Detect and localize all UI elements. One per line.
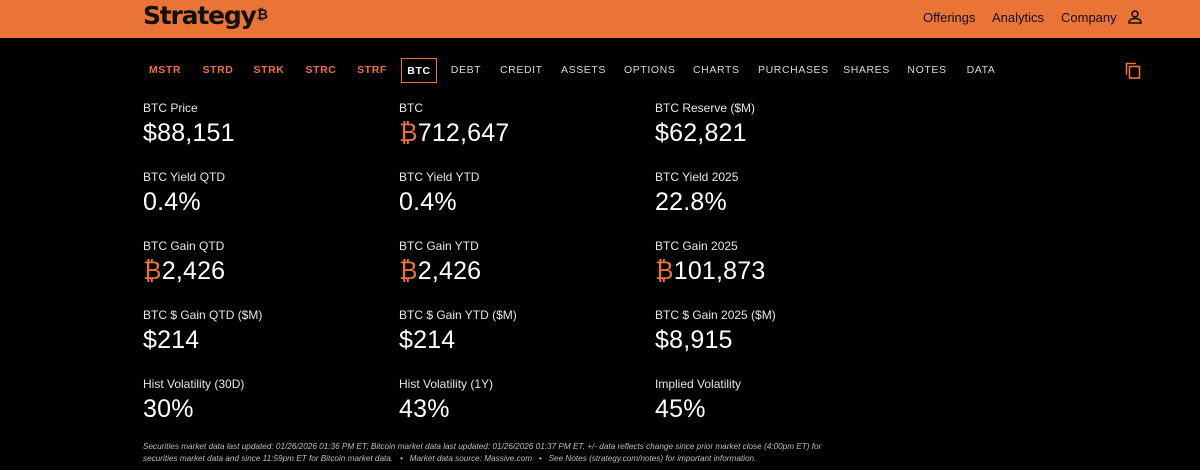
tab-strc[interactable]: STRC	[305, 64, 337, 76]
metric-label: BTC $ Gain QTD ($M)	[143, 308, 263, 322]
metric-value: 0.4%	[143, 187, 383, 217]
metric-value: 45%	[655, 394, 895, 424]
metric-number: $8,915	[655, 326, 733, 354]
tab-notes[interactable]: NOTES	[907, 64, 947, 76]
metric-number: 30%	[143, 395, 194, 423]
tab-strk[interactable]: STRK	[253, 64, 285, 76]
metric-label: BTC $ Gain 2025 ($M)	[655, 308, 776, 322]
tab-purchases[interactable]: PURCHASES	[758, 64, 829, 76]
section-tabs: MSTR STRD STRK STRC STRF BTC DEBT CREDIT…	[0, 58, 1200, 84]
metric-number: 2,426	[161, 257, 226, 285]
metric-implied-volatility: Implied Volatility 45%	[655, 377, 895, 424]
bitcoin-symbol: ₿	[655, 257, 674, 285]
metric-btc-gain-qtd: BTC Gain QTD ₿2,426	[143, 239, 383, 286]
metric-btc-yield-ytd: BTC Yield YTD 0.4%	[399, 170, 639, 217]
metric-btc-yield-qtd: BTC Yield QTD 0.4%	[143, 170, 383, 217]
metric-btc-gain-ytd: BTC Gain YTD ₿2,426	[399, 239, 639, 286]
metric-btc-holdings: BTC ₿712,647	[399, 101, 639, 148]
metric-number: $62,821	[655, 119, 747, 147]
footnote-line-1: Securities market data last updated: 01/…	[143, 442, 822, 451]
metric-value: 43%	[399, 394, 639, 424]
metric-btc-dollar-gain-qtd: BTC $ Gain QTD ($M) $214	[143, 308, 383, 355]
metric-value: $214	[143, 325, 383, 355]
metric-number: 712,647	[417, 119, 510, 147]
nav-analytics[interactable]: Analytics	[992, 10, 1045, 25]
metric-value: ₿712,647	[399, 118, 639, 148]
metric-value: ₿101,873	[655, 256, 895, 286]
metric-number: 2,426	[417, 257, 482, 285]
logo-text: Strategy	[143, 1, 257, 30]
metric-number: $214	[399, 326, 456, 354]
copy-icon[interactable]	[1125, 62, 1141, 79]
metric-value: $8,915	[655, 325, 895, 355]
strategy-logo[interactable]: Strategy₿	[143, 1, 268, 30]
tab-debt[interactable]: DEBT	[450, 64, 482, 76]
tab-charts[interactable]: CHARTS	[693, 64, 740, 76]
metric-number: 0.4%	[143, 188, 201, 216]
metric-btc-dollar-gain-2025: BTC $ Gain 2025 ($M) $8,915	[655, 308, 895, 355]
metric-label: BTC Price	[143, 101, 198, 115]
metric-value: $88,151	[143, 118, 383, 148]
bitcoin-logo-mark-icon: ₿	[256, 7, 268, 23]
tab-data[interactable]: DATA	[966, 64, 996, 76]
tab-strf[interactable]: STRF	[357, 64, 387, 76]
metric-value: 0.4%	[399, 187, 639, 217]
tab-credit[interactable]: CREDIT	[500, 64, 543, 76]
metric-label: Hist Volatility (30D)	[143, 377, 245, 391]
metric-btc-price: BTC Price $88,151	[143, 101, 383, 148]
tab-strd[interactable]: STRD	[202, 64, 234, 76]
tab-shares[interactable]: SHARES	[843, 64, 890, 76]
user-icon[interactable]	[1127, 9, 1143, 25]
metric-value: 30%	[143, 394, 383, 424]
metric-btc-reserve: BTC Reserve ($M) $62,821	[655, 101, 895, 148]
metric-label: BTC Yield QTD	[143, 170, 226, 184]
metric-number: 45%	[655, 395, 706, 423]
metric-value: ₿2,426	[143, 256, 383, 286]
metric-hist-volatility-30d: Hist Volatility (30D) 30%	[143, 377, 383, 424]
nav-offerings[interactable]: Offerings	[923, 10, 976, 25]
metric-btc-dollar-gain-ytd: BTC $ Gain YTD ($M) $214	[399, 308, 639, 355]
metric-label: Hist Volatility (1Y)	[399, 377, 494, 391]
metric-number: 22.8%	[655, 188, 727, 216]
tab-mstr[interactable]: MSTR	[148, 64, 182, 76]
bitcoin-symbol: ₿	[399, 119, 418, 147]
metric-label: Implied Volatility	[655, 377, 742, 391]
metric-value: ₿2,426	[399, 256, 639, 286]
metric-label: BTC Gain YTD	[399, 239, 479, 253]
metric-label: BTC Reserve ($M)	[655, 101, 756, 115]
metric-btc-gain-2025: BTC Gain 2025 ₿101,873	[655, 239, 895, 286]
nav-company[interactable]: Company	[1061, 10, 1117, 25]
metric-label: BTC Yield YTD	[399, 170, 480, 184]
tab-btc[interactable]: BTC	[401, 58, 437, 83]
metric-value: $62,821	[655, 118, 895, 148]
metric-label: BTC Gain 2025	[655, 239, 738, 253]
metric-label: BTC Gain QTD	[143, 239, 225, 253]
bitcoin-symbol: ₿	[143, 257, 162, 285]
top-header: Strategy₿ Offerings Analytics Company	[0, 0, 1200, 38]
metric-value: 22.8%	[655, 187, 895, 217]
metric-label: BTC Yield 2025	[655, 170, 739, 184]
market-data-footnote: Securities market data last updated: 01/…	[143, 441, 1043, 465]
metric-label: BTC $ Gain YTD ($M)	[399, 308, 517, 322]
metric-number: $88,151	[143, 119, 235, 147]
tab-assets[interactable]: ASSETS	[561, 64, 607, 76]
metric-hist-volatility-1y: Hist Volatility (1Y) 43%	[399, 377, 639, 424]
metric-number: 0.4%	[399, 188, 457, 216]
metric-number: 101,873	[673, 257, 766, 285]
metric-number: 43%	[399, 395, 450, 423]
bitcoin-symbol: ₿	[399, 257, 418, 285]
footnote-line-2: securities market data and since 11:59pm…	[143, 454, 757, 463]
metric-btc-yield-2025: BTC Yield 2025 22.8%	[655, 170, 895, 217]
tab-options[interactable]: OPTIONS	[624, 64, 676, 76]
metric-number: $214	[143, 326, 200, 354]
metric-label: BTC	[399, 101, 423, 115]
metric-value: $214	[399, 325, 639, 355]
